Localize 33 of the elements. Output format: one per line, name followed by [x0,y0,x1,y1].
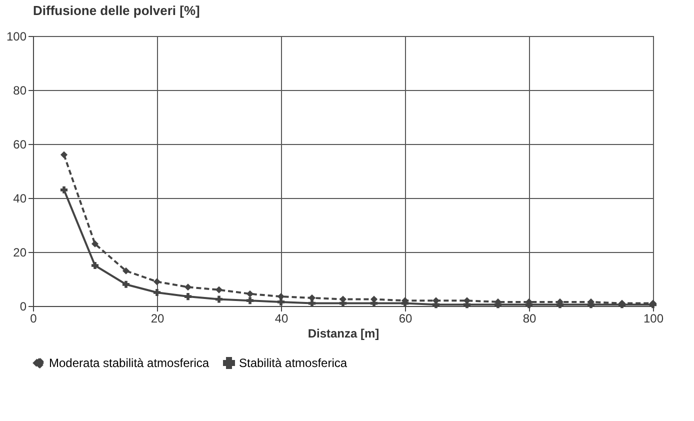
point [122,280,130,288]
point [184,284,192,291]
chart-title: Diffusione delle polveri [%] [33,3,200,18]
x-tick-label: 60 [398,312,412,326]
x-tick-label: 20 [150,312,164,326]
point [91,262,99,270]
point [246,297,254,304]
y-tick-label: 20 [13,246,27,260]
x-tick-label: 40 [274,312,288,326]
point [308,300,316,307]
point [60,186,68,194]
point [184,293,192,300]
point [215,296,223,303]
point [246,290,254,298]
legend-label: Moderata stabilità atmosferica [49,356,210,370]
y-tick-label: 0 [20,300,27,314]
y-tick-label: 80 [13,84,27,98]
x-tick-label: 0 [30,312,38,326]
y-tick-label: 40 [13,192,27,206]
point [153,278,161,286]
point [277,298,285,306]
point [308,294,316,302]
x-axis-title: Distanza [m] [308,326,380,340]
y-tick-label: 100 [6,30,27,44]
point [215,286,223,294]
x-tick-label: 100 [643,312,664,326]
x-tick-label: 80 [522,312,536,326]
point [122,267,130,274]
point [153,288,161,296]
y-tick-label: 60 [13,138,27,152]
point [91,240,99,248]
legend-label: Stabilità atmosferica [239,356,348,370]
point [60,151,68,158]
